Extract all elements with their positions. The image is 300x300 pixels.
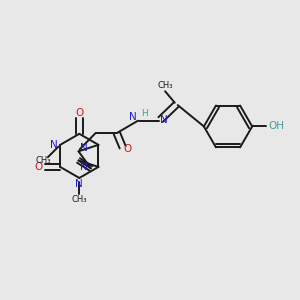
Text: O: O [124, 144, 132, 154]
Text: N: N [76, 179, 83, 189]
Text: CH₃: CH₃ [72, 195, 87, 204]
Text: CH₃: CH₃ [157, 82, 173, 91]
Text: OH: OH [269, 121, 285, 130]
Text: O: O [34, 162, 43, 172]
Text: N: N [50, 140, 58, 150]
Text: H: H [142, 109, 148, 118]
Text: N: N [160, 115, 167, 124]
Text: N: N [80, 143, 87, 153]
Text: CH₃: CH₃ [35, 156, 51, 165]
Text: O: O [75, 108, 83, 118]
Text: N: N [129, 112, 136, 122]
Text: N: N [80, 162, 88, 172]
